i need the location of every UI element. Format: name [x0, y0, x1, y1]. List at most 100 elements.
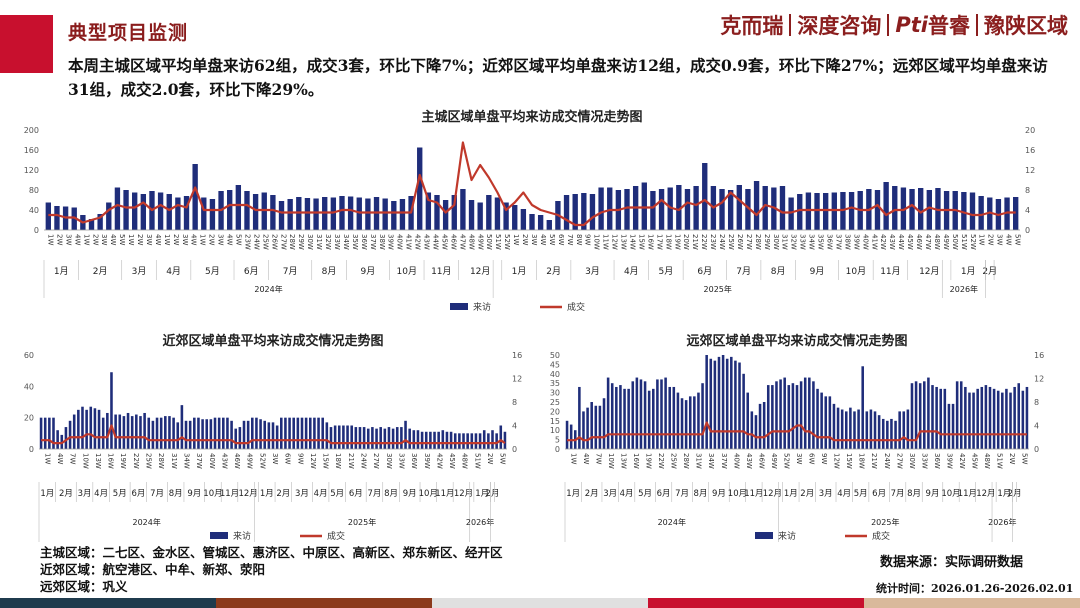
visit-bar	[914, 381, 918, 449]
visit-bar	[313, 417, 316, 449]
x-tick-label: 13W	[94, 453, 102, 469]
month-label: 2月	[982, 266, 997, 277]
visit-bar	[762, 402, 766, 449]
summary-text: 本周主城区域平均单盘来访62组，成交3套，环比下降7%；近郊区域平均单盘来访12…	[68, 56, 1048, 99]
visit-bar	[209, 199, 216, 230]
legend-label-visits: 来访	[778, 531, 796, 542]
visit-bar	[788, 197, 794, 230]
y-tick-label: 15	[550, 417, 560, 426]
y2-tick-label: 20	[1025, 126, 1035, 135]
y2-tick-label: 8	[1034, 398, 1039, 407]
visit-bar	[799, 381, 803, 449]
x-tick-label: 47W	[924, 234, 932, 250]
x-tick-label: 26W	[736, 234, 744, 250]
x-tick-label: 13W	[619, 453, 627, 469]
visit-bar	[135, 414, 138, 449]
visit-bar	[132, 192, 138, 230]
visit-bar	[346, 425, 349, 449]
x-tick-label: 2W	[91, 234, 99, 245]
visit-bar	[205, 419, 209, 449]
x-tick-label: 19W	[119, 453, 127, 469]
month-label: 2月	[93, 266, 108, 277]
visit-bar	[877, 415, 881, 449]
x-tick-label: 51W	[473, 453, 481, 469]
month-label: 7月	[675, 489, 689, 499]
visit-bar	[647, 390, 651, 449]
deal-line	[48, 141, 1016, 227]
x-tick-label: 28W	[157, 453, 165, 469]
visit-bar	[126, 412, 130, 449]
visit-bar	[961, 192, 967, 230]
x-tick-label: 25W	[727, 234, 735, 250]
visit-bar	[151, 420, 155, 449]
visit-bar	[238, 427, 242, 449]
x-tick-label: 2W	[486, 453, 494, 464]
visit-bar	[719, 189, 725, 230]
month-label: 5月	[659, 266, 674, 277]
y-tick-label: 80	[29, 186, 39, 195]
x-tick-label: 43W	[888, 234, 896, 250]
visit-bar	[77, 409, 80, 449]
x-tick-label: 40W	[732, 453, 740, 469]
visit-bar	[978, 196, 984, 230]
x-tick-label: 30W	[772, 234, 780, 250]
month-label: 9月	[810, 266, 825, 277]
visit-bar	[783, 377, 786, 449]
x-tick-label: 16W	[646, 234, 654, 250]
stat-time: 统计时间：2026.01.26-2026.02.01	[876, 582, 1074, 595]
visit-bar	[43, 417, 47, 449]
visit-bar	[255, 417, 258, 449]
visit-bar	[110, 372, 113, 449]
visit-bar	[486, 195, 492, 230]
x-tick-label: 33W	[920, 453, 928, 469]
x-tick-label: 42W	[414, 234, 422, 250]
x-tick-label: 48W	[461, 453, 469, 469]
x-tick-label: 28W	[288, 234, 296, 250]
x-tick-label: 18W	[664, 234, 672, 250]
visit-bar	[259, 419, 262, 449]
visit-bar	[894, 420, 897, 449]
month-label: 1月	[961, 266, 976, 277]
x-tick-label: 4W	[226, 234, 234, 245]
deal-line	[41, 424, 506, 445]
visit-bar	[631, 381, 635, 449]
brand-pti-mark: Pti	[895, 13, 928, 37]
visit-bar	[337, 425, 341, 449]
visit-bar	[753, 181, 760, 230]
visit-bar	[460, 189, 466, 230]
x-tick-label: 8W	[575, 234, 583, 245]
visit-bar	[984, 385, 988, 449]
month-label: 11月	[220, 489, 239, 499]
visit-bar	[437, 431, 440, 449]
visit-bar	[333, 425, 337, 449]
visit-bar	[758, 403, 762, 449]
visit-bar	[627, 388, 630, 449]
x-tick-label: 1W	[512, 234, 520, 245]
x-tick-label: 3W	[795, 453, 803, 464]
visit-bar	[779, 186, 786, 230]
y2-tick-label: 16	[1025, 146, 1035, 155]
visit-bar	[734, 360, 737, 449]
visit-bar	[88, 219, 95, 230]
x-tick-label: 27W	[279, 234, 287, 250]
visit-bar	[175, 197, 181, 230]
x-tick-label: 40W	[861, 234, 869, 250]
visit-bar	[910, 383, 914, 449]
x-tick-label: 23W	[709, 234, 717, 250]
x-tick-label: 46W	[757, 453, 765, 469]
brand-logo: 克而瑞 深度咨询 Pti 普睿 豫陕区域	[720, 10, 1068, 40]
month-label: 6月	[697, 266, 712, 277]
visit-bar	[652, 388, 655, 449]
visit-bar	[242, 420, 246, 449]
x-tick-label: 27W	[895, 453, 903, 469]
x-tick-label: 7W	[594, 453, 602, 464]
visit-bar	[118, 414, 122, 449]
x-tick-label: 51W	[494, 234, 502, 250]
y-tick-label: 160	[24, 146, 39, 155]
visit-bar	[1004, 197, 1010, 230]
month-label: 4月	[166, 266, 181, 277]
visit-bar	[976, 388, 979, 449]
x-tick-label: 46W	[449, 234, 457, 250]
visit-bar	[183, 196, 190, 230]
x-tick-label: 3W	[145, 234, 153, 245]
